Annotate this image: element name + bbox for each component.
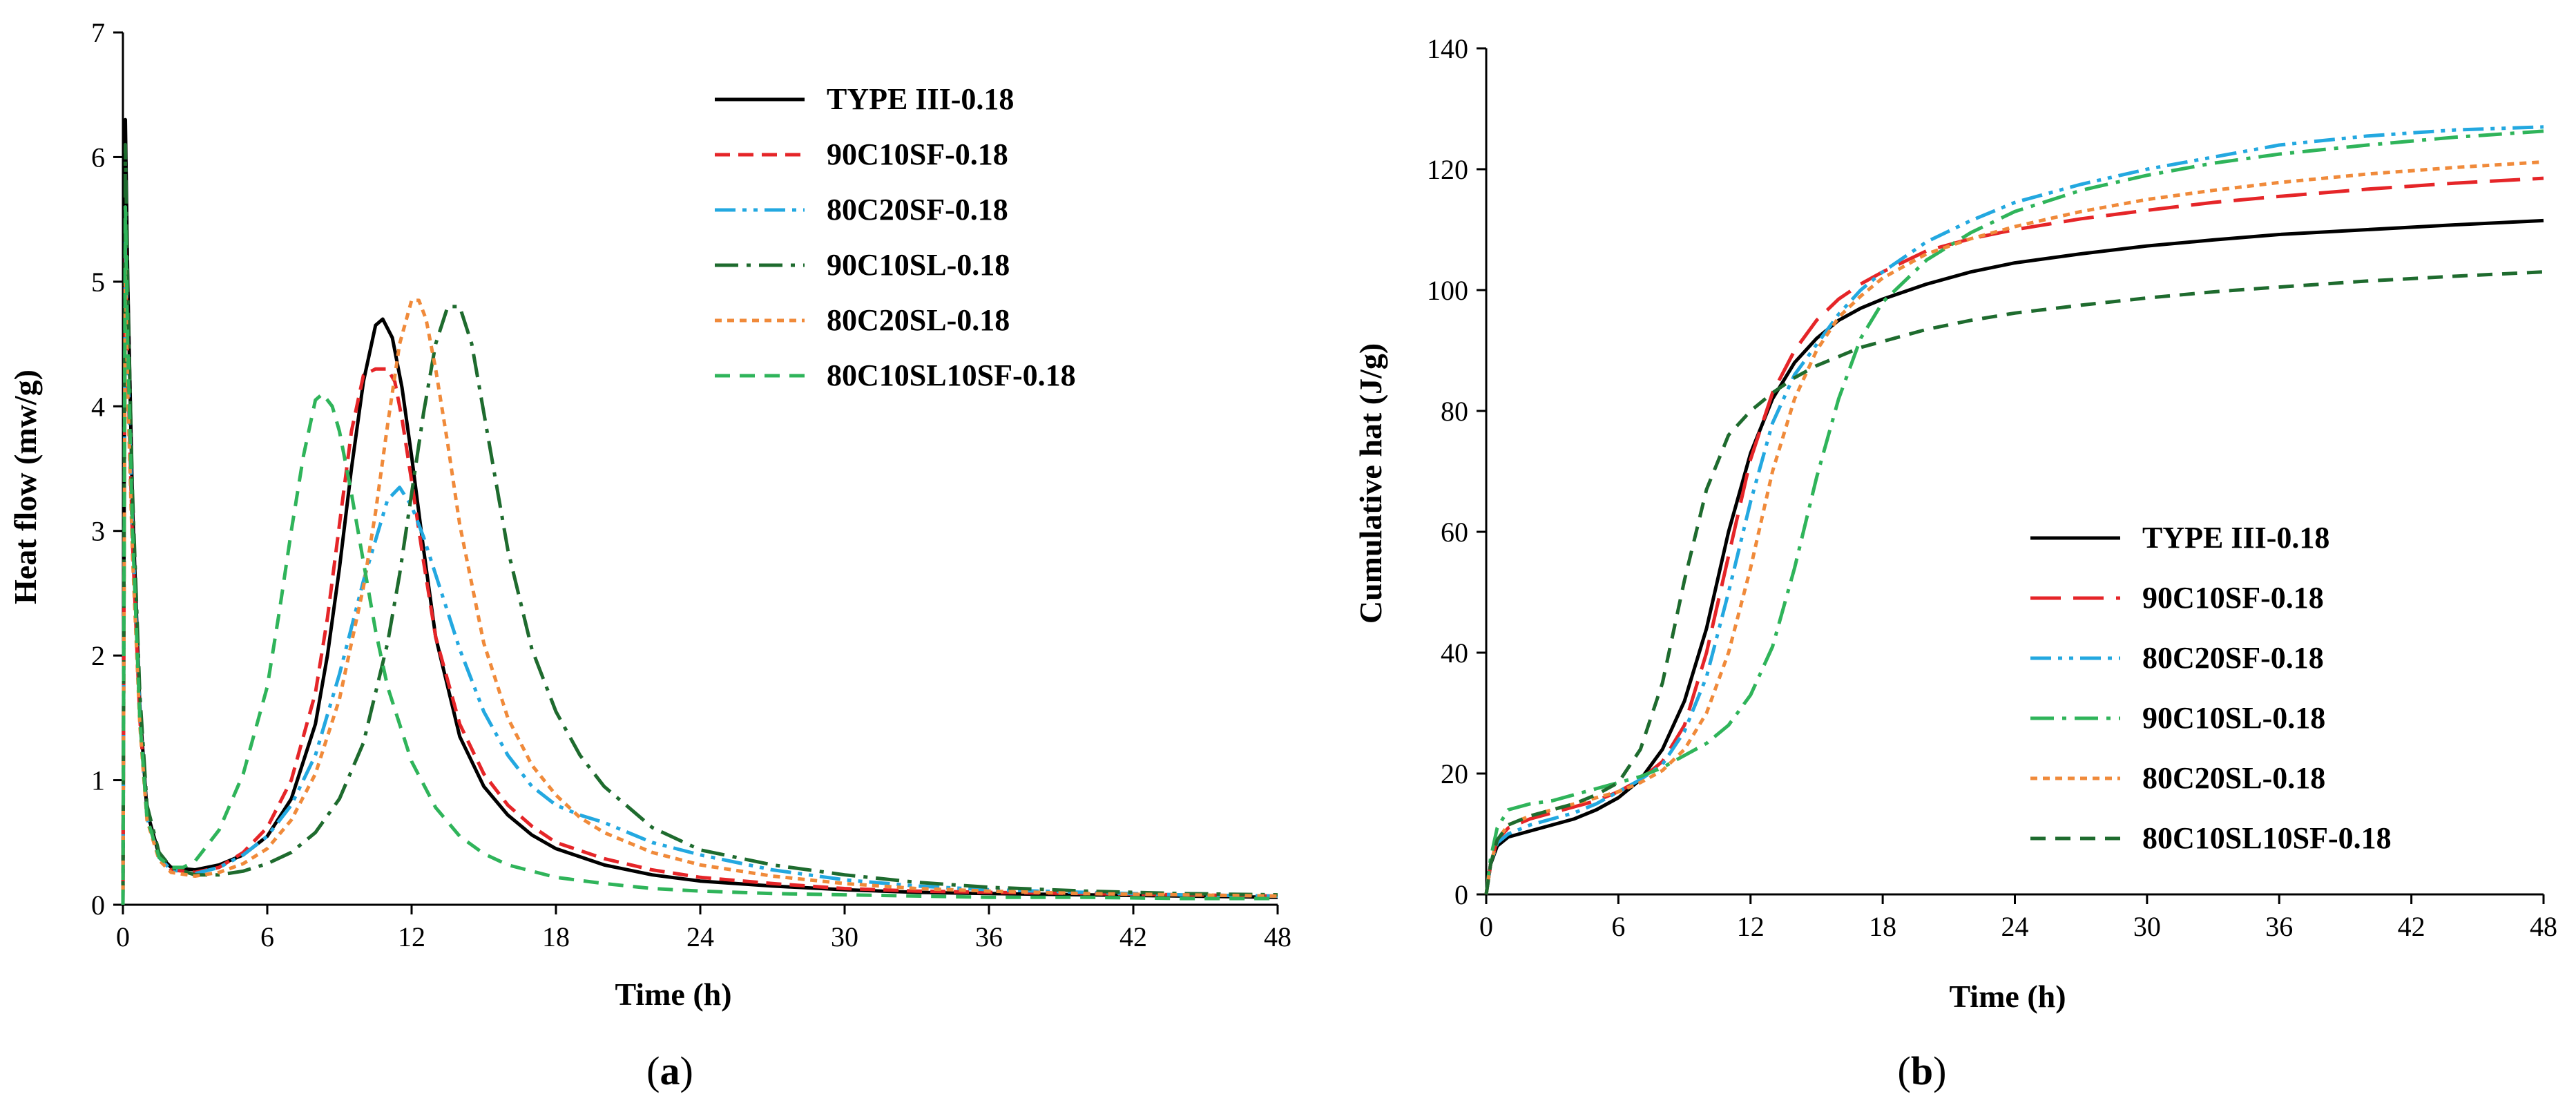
panel-b-y-tick-label: 60: [1441, 517, 1468, 548]
panel-b-y-tick-label: 0: [1454, 879, 1468, 910]
panel-a-y-tick-label: 3: [91, 516, 105, 547]
panel-b-x-tick-label: 30: [2133, 911, 2161, 942]
panel-a-x-tick-label: 6: [260, 921, 274, 952]
panel-b-y-tick-label: 100: [1427, 275, 1468, 306]
panel-a-y-tick-label: 4: [91, 391, 105, 422]
panel-a-legend: TYPE III-0.18 90C10SF-0.18 80C20SF-0.18 90C…: [715, 82, 1076, 392]
panel-a-xlabel: Time (h): [615, 977, 731, 1012]
panel-b-x-tick-label: 36: [2265, 911, 2293, 942]
panel-b-x-tick-label: 18: [1869, 911, 1896, 942]
panel-b-series-line: [1484, 176, 2544, 895]
panel-b-legend-label: 80C20SF-0.18: [2142, 641, 2324, 675]
panel-a-x-tick-label: 48: [1264, 921, 1291, 952]
panel-b-legend-label: 80C20SL-0.18: [2142, 761, 2325, 795]
panel-a-x-tick-label: 42: [1119, 921, 1147, 952]
panel-b-ylabel: Cumulative hat (J/g): [1353, 343, 1388, 624]
panel-b-cumulative-heat-chart: Cumulative hat (J/g) Time (h) (b) 0 6 12 18…: [1353, 33, 2557, 1093]
panel-b-legend-label: 90C10SF-0.18: [2142, 581, 2324, 615]
panel-a-series-line: [121, 242, 1278, 905]
panel-b-y-tick-label: 20: [1441, 758, 1468, 789]
panel-b-legend-label: 80C10SL10SF-0.18: [2142, 821, 2392, 855]
panel-b-label: (b): [1898, 1048, 1947, 1093]
panel-b-series-line: [1484, 125, 2544, 895]
panel-b-legend-label: TYPE III-0.18: [2142, 521, 2329, 555]
panel-b-x-tick-label: 42: [2398, 911, 2425, 942]
panel-a-x-tick-label: 12: [398, 921, 425, 952]
panel-a-series-line: [121, 205, 1278, 905]
panel-b-series-line: [1484, 218, 2544, 895]
panel-a-x-tick-label: 24: [686, 921, 714, 952]
panel-b-y-tick-label: 40: [1441, 637, 1468, 669]
panel-a-y-tick-label: 6: [91, 142, 105, 173]
panel-a-y-tick-label: 1: [91, 765, 105, 796]
panel-b-x-tick-label: 24: [2001, 911, 2029, 942]
panel-b-y-tick-label: 120: [1427, 154, 1468, 185]
panel-a-series-line: [121, 267, 1278, 905]
panel-a-y-tick-label: 0: [91, 890, 105, 921]
panel-a-legend-label: 80C20SL-0.18: [827, 303, 1010, 337]
panel-a-legend-label: 80C20SF-0.18: [827, 193, 1008, 227]
panel-b-x-tick-label: 12: [1737, 911, 1765, 942]
panel-a-y-tick-label: 5: [91, 267, 105, 298]
panel-a-legend-label: 90C10SL-0.18: [827, 248, 1010, 282]
panel-b-y-tick-label: 80: [1441, 396, 1468, 427]
panel-b-series-line: [1484, 160, 2544, 895]
panel-b-label-open: (: [1898, 1048, 1911, 1093]
panel-a-y-tick-label: 7: [91, 17, 105, 48]
panel-a-x-tick-label: 18: [542, 921, 570, 952]
panel-a-legend-label: TYPE III-0.18: [827, 82, 1014, 116]
panel-a-x-tick-label: 30: [831, 921, 858, 952]
panel-b-series-line: [1484, 129, 2544, 895]
panel-a-series-line: [121, 142, 1278, 905]
panel-b-label-letter: b: [1911, 1048, 1933, 1093]
panel-b-x-tick-label: 6: [1611, 911, 1625, 942]
panel-a-legend-label: 90C10SF-0.18: [827, 137, 1008, 171]
panel-a-x-tick-label: 0: [116, 921, 130, 952]
panel-b-label-close: ): [1933, 1048, 1946, 1093]
panel-b-legend: TYPE III-0.18 90C10SF-0.18 80C20SF-0.18 90C…: [2030, 521, 2392, 855]
panel-a-legend-label: 80C10SL10SF-0.18: [827, 358, 1076, 392]
panel-a-label-close: ): [680, 1048, 693, 1093]
panel-a-label-letter: a: [660, 1048, 680, 1093]
panel-a-y-tick-label: 2: [91, 640, 105, 671]
panel-b-x-tick-label: 0: [1479, 911, 1493, 942]
panel-a-heat-flow-chart: Heat flow (mw/g) Time (h) (a) 0 6 12 18 24 30…: [8, 17, 1291, 1093]
panel-b-legend-label: 90C10SL-0.18: [2142, 701, 2325, 735]
panel-a-ylabel: Heat flow (mw/g): [8, 370, 43, 604]
panel-a-x-tick-label: 36: [975, 921, 1003, 952]
panel-b-xlabel: Time (h): [1949, 979, 2066, 1014]
panel-a-label: (a): [646, 1048, 693, 1093]
panel-b-x-tick-label: 48: [2530, 911, 2557, 942]
panel-b-y-tick-label: 140: [1427, 33, 1468, 64]
panel-a-label-open: (: [646, 1048, 660, 1093]
